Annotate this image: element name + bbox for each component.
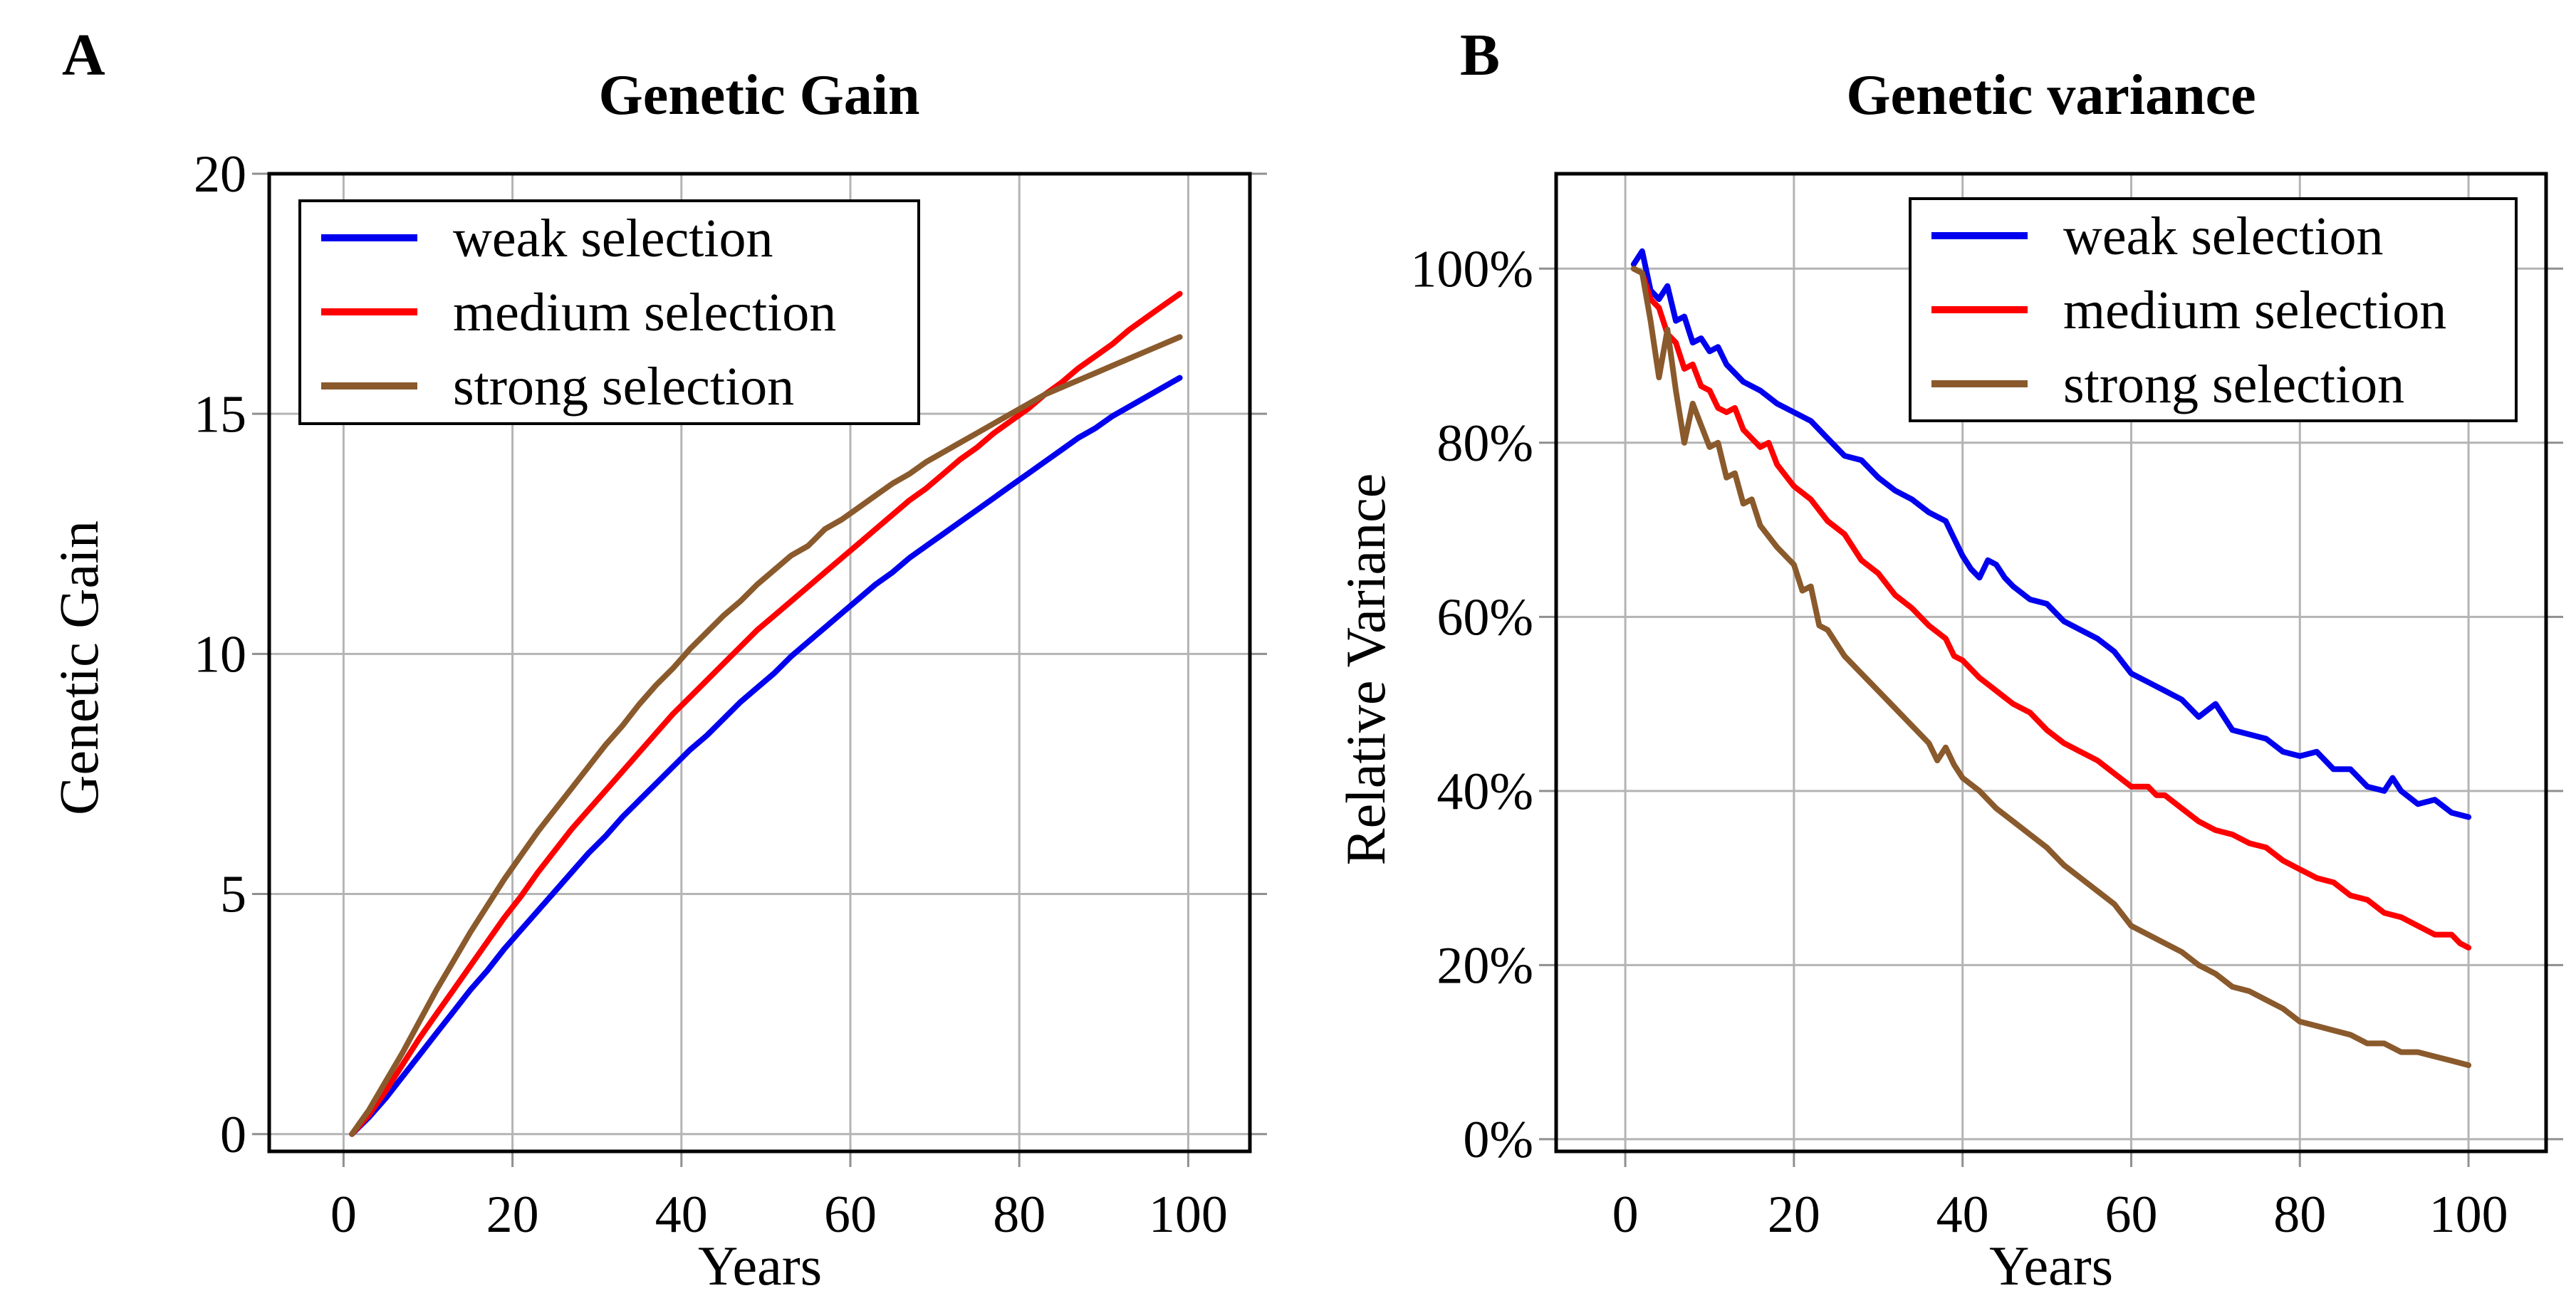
x-tick-label: 40 xyxy=(655,1186,708,1244)
panel-a-plot: 0 20 40 60 80 100 0 5 10 15 20 weak selection medium… xyxy=(194,145,1267,1244)
x-tick-label: 60 xyxy=(824,1186,877,1244)
panel-b-title: Genetic variance xyxy=(1846,64,2256,127)
series-group xyxy=(1630,248,2472,1068)
series-line-medium-selection xyxy=(1630,266,2472,951)
y-tick-label: 0% xyxy=(1463,1111,1533,1169)
x-tick-label: 80 xyxy=(2273,1186,2326,1244)
x-tick-label: 100 xyxy=(1149,1186,1228,1244)
x-tick-label: 0 xyxy=(330,1186,357,1244)
x-tick-label: 20 xyxy=(1768,1186,1820,1244)
legend: weak selection medium selection strong sel… xyxy=(298,199,920,425)
y-tick-label: 20 xyxy=(194,145,246,204)
panel-a-title: Genetic Gain xyxy=(598,64,920,127)
panel-b-letter: B xyxy=(1460,22,1501,88)
plot-frame xyxy=(267,172,1252,1154)
y-tick-label: 0 xyxy=(220,1106,246,1164)
panel-b-plot: 0 20 40 60 80 100 0% 20% 40% 60% 80% 100% weak selec… xyxy=(1410,172,2563,1244)
x-tick-label: 60 xyxy=(2105,1186,2157,1244)
series-line-strong-selection xyxy=(349,334,1183,1137)
panel-a-letter: A xyxy=(62,22,105,88)
x-tick-label: 80 xyxy=(993,1186,1045,1244)
series-line-weak-selection xyxy=(349,375,1183,1137)
y-tick-label: 20% xyxy=(1436,937,1533,995)
x-tick-label: 40 xyxy=(1936,1186,1989,1244)
y-tick-label: 15 xyxy=(194,385,246,444)
x-tick-label: 20 xyxy=(486,1186,539,1244)
series-line-weak-selection xyxy=(1630,248,2472,820)
legend-label: weak selection xyxy=(2063,206,2383,266)
y-tick-label: 40% xyxy=(1436,763,1533,821)
legend: weak selection medium selection strong sel… xyxy=(1909,197,2518,422)
legend-label: medium selection xyxy=(2063,281,2446,340)
y-tick-label: 80% xyxy=(1436,414,1533,473)
x-tick-label: 0 xyxy=(1612,1186,1639,1244)
y-tick-label: 10 xyxy=(194,626,246,684)
y-tick-label: 60% xyxy=(1436,588,1533,647)
y-tick-label: 100% xyxy=(1410,240,1533,298)
panel-a-x-axis-title: Years xyxy=(697,1235,823,1297)
legend-label: strong selection xyxy=(2063,355,2404,414)
y-tick-label: 5 xyxy=(220,866,246,924)
series-line-strong-selection xyxy=(1630,266,2472,1068)
plot-frame xyxy=(1554,172,2548,1154)
legend-label: medium selection xyxy=(453,283,836,342)
series-group xyxy=(349,291,1183,1137)
x-tick-label: 100 xyxy=(2429,1186,2508,1244)
panel-b-x-axis-title: Years xyxy=(1988,1235,2114,1297)
legend-label: weak selection xyxy=(453,209,773,268)
legend-label: strong selection xyxy=(453,357,794,417)
